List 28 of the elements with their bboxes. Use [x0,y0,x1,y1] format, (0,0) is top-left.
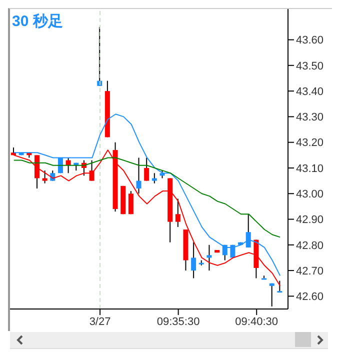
y-tick-label: 42.60 [296,291,324,304]
y-tick-label: 43.60 [296,34,324,47]
y-tick-label: 43.50 [296,60,324,72]
candlestick [136,157,142,194]
y-tick-label: 42.80 [296,240,324,252]
candlestick [262,275,267,280]
candlestick [42,170,48,184]
y-tick-label: 43.40 [296,86,324,98]
chart-title: 30 秒足 [12,12,63,31]
candlestick [128,190,134,215]
y-tick-label: 43.20 [296,137,324,150]
candlestick [206,244,212,272]
y-tick-label: 43.00 [296,188,324,201]
x-tick-label: 3/27 [89,316,111,328]
y-tick-label: 42.90 [296,214,324,226]
candlestick [246,214,251,248]
candlestick [277,280,282,293]
y-tick-label: 43.10 [296,162,324,175]
y-tick-label: 42.70 [296,265,324,278]
candlestick [152,172,157,184]
x-tick-label: 09:35:30 [156,316,200,328]
candlestick [191,242,196,279]
candlestick [89,160,94,182]
candlestick [144,157,150,182]
candlestick [175,198,180,228]
candlestick [269,282,274,307]
x-tick-label: 09:40:30 [235,316,278,328]
y-tick-label: 43.30 [296,112,324,124]
